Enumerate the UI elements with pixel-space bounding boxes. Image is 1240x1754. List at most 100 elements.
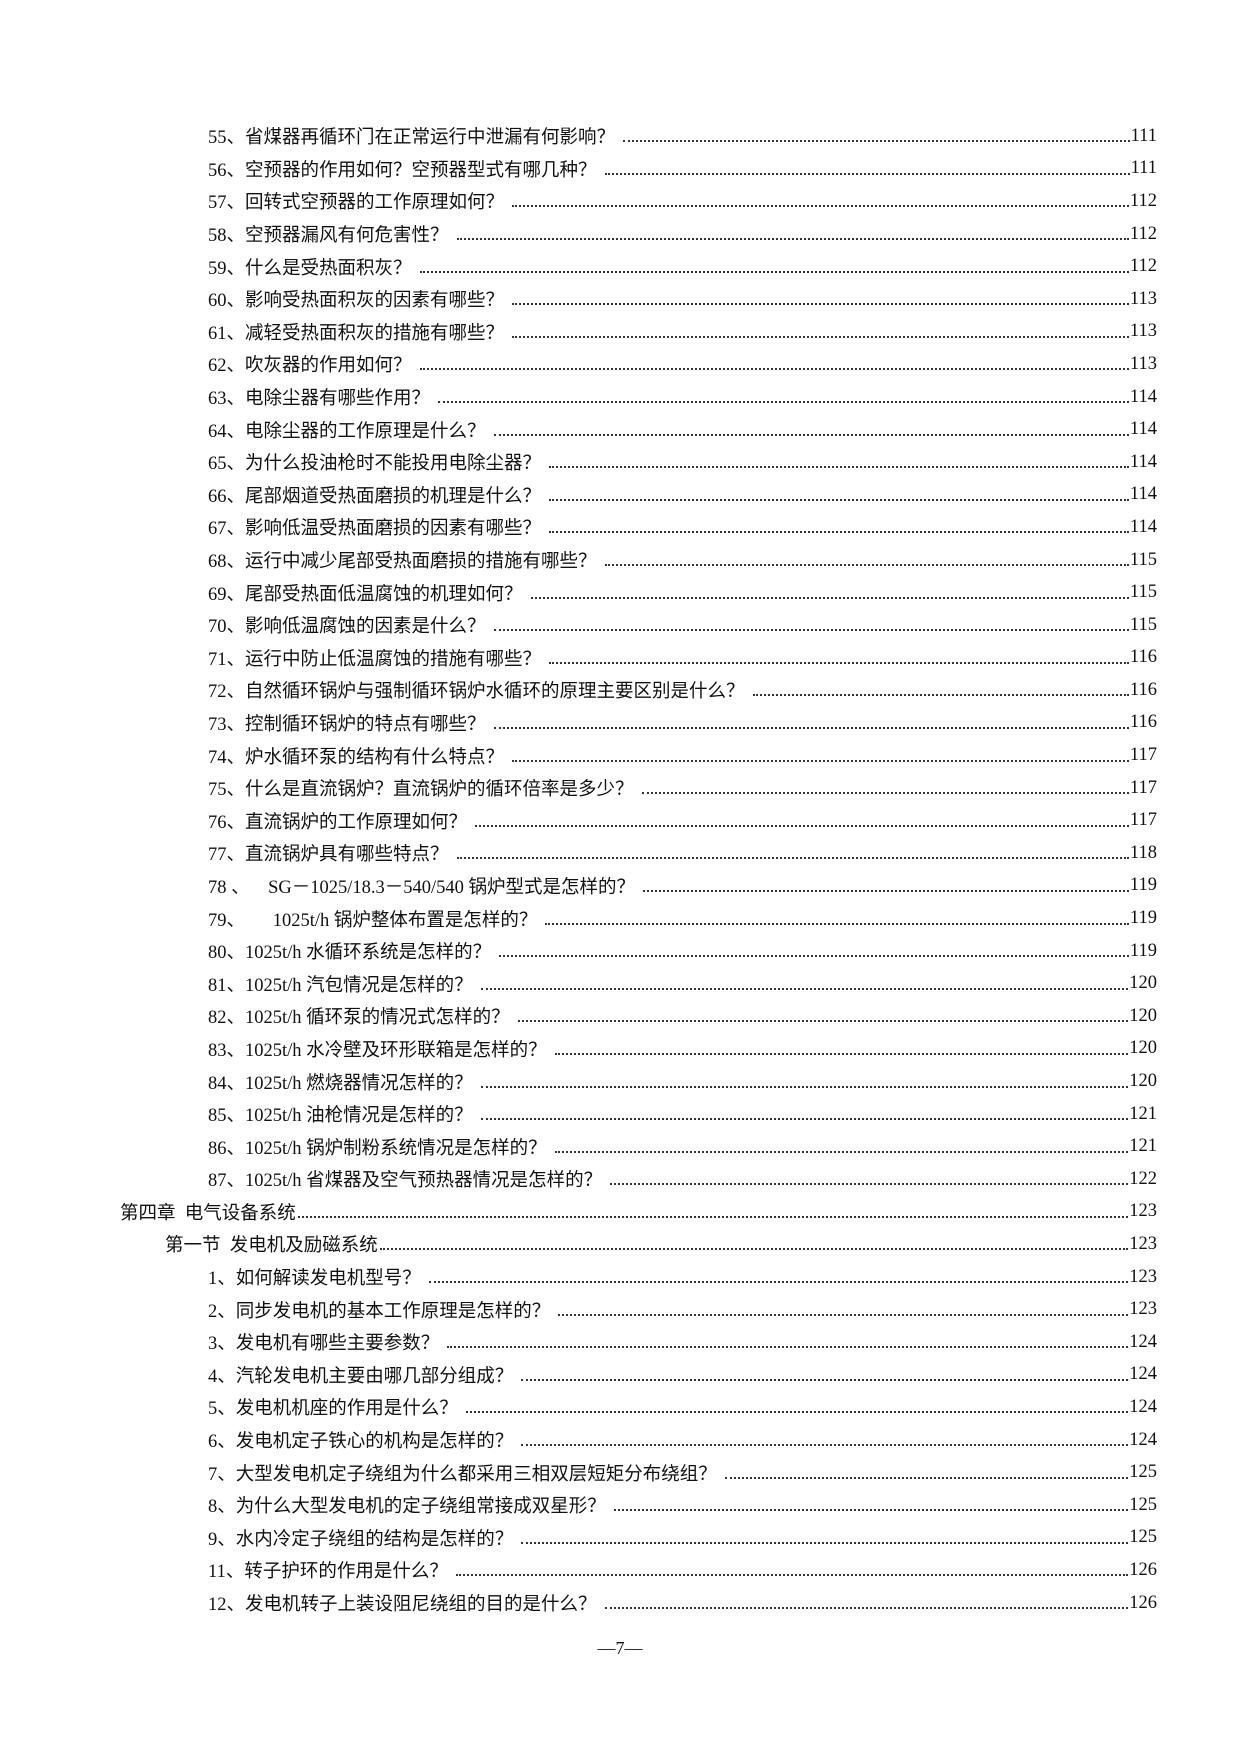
toc-entry-title: 61、减轻受热面积灰的措施有哪些？	[208, 323, 505, 344]
dot-leader	[558, 1313, 1129, 1316]
dot-leader	[512, 303, 1129, 306]
dot-leader	[512, 759, 1129, 762]
toc-entry-title: 82、1025t/h 循环泵的情况式怎样的？	[208, 1008, 510, 1029]
toc-entry-page: 120	[1129, 1038, 1157, 1059]
toc-entry-page: 115	[1129, 549, 1157, 570]
toc-entry[interactable]: 79、 1025t/h 锅炉整体布置是怎样的？ 119	[0, 902, 1240, 935]
toc-entry[interactable]: 7、大型发电机定子绕组为什么都采用三相双层短矩分布绕组？ 125	[0, 1456, 1240, 1489]
toc-entry[interactable]: 66、尾部烟道受热面磨损的机理是什么？ 114	[0, 479, 1240, 512]
toc-entry[interactable]: 65、为什么投油枪时不能投用电除尘器？ 114	[0, 446, 1240, 479]
toc-entry-title: 81、1025t/h 汽包情况是怎样的？	[208, 975, 473, 996]
toc-entry[interactable]: 73、控制循环锅炉的特点有哪些？ 116	[0, 707, 1240, 740]
toc-entry[interactable]: 55、省煤器再循环门在正常运行中泄漏有何影响？ 111	[0, 120, 1240, 153]
toc-entry[interactable]: 75、什么是直流锅炉？直流锅炉的循环倍率是多少？ 117	[0, 772, 1240, 805]
toc-entry-page: 114	[1129, 451, 1157, 472]
dot-leader	[604, 564, 1129, 567]
toc-entry-title: 7、大型发电机定子绕组为什么都采用三相双层短矩分布绕组？	[208, 1464, 717, 1485]
toc-entry[interactable]: 2、同步发电机的基本工作原理是怎样的？ 123	[0, 1293, 1240, 1326]
toc-entry-title: 87、1025t/h 省煤器及空气预热器情况是怎样的？	[208, 1171, 603, 1192]
toc-entry-title: 8、为什么大型发电机的定子绕组常接成双星形？	[208, 1497, 606, 1518]
toc-entry[interactable]: 72、自然循环锅炉与强制循环锅炉水循环的原理主要区别是什么？ 116	[0, 674, 1240, 707]
toc-entry[interactable]: 4、汽轮发电机主要由哪几部分组成？ 124	[0, 1359, 1240, 1392]
toc-entry-page: 126	[1129, 1592, 1157, 1613]
toc-entry-title: 79、 1025t/h 锅炉整体布置是怎样的？	[208, 910, 538, 931]
toc-entry[interactable]: 78 、 SG－1025/18.3－540/540 锅炉型式是怎样的？ 119	[0, 870, 1240, 903]
toc-entry[interactable]: 77、直流锅炉具有哪些特点？ 118	[0, 837, 1240, 870]
toc-entry[interactable]: 6、发电机定子铁心的机构是怎样的？ 124	[0, 1424, 1240, 1457]
toc-entry[interactable]: 70、影响低温腐蚀的因素是什么？ 115	[0, 609, 1240, 642]
toc-entry-title: 76、直流锅炉的工作原理如何？	[208, 812, 468, 833]
dot-leader	[752, 694, 1129, 697]
toc-entry[interactable]: 9、水内冷定子绕组的结构是怎样的？ 125	[0, 1522, 1240, 1555]
toc-entry-page: 113	[1129, 353, 1157, 374]
dot-leader	[428, 1281, 1129, 1284]
toc-entry[interactable]: 1、如何解读发电机型号？ 123	[0, 1261, 1240, 1294]
toc-entry-title: 84、1025t/h 燃烧器情况怎样的？	[208, 1073, 473, 1094]
toc-entry[interactable]: 69、尾部受热面低温腐蚀的机理如何？ 115	[0, 576, 1240, 609]
toc-entry-title: 60、影响受热面积灰的因素有哪些？	[208, 291, 505, 312]
toc-entry-title: 58、空预器漏风有何危害性？	[208, 226, 449, 247]
toc-entry[interactable]: 12、发电机转子上装设阻尼绕组的目的是什么？ 126	[0, 1587, 1240, 1620]
toc-entry[interactable]: 67、影响低温受热面磨损的因素有哪些？ 114	[0, 511, 1240, 544]
dot-leader	[512, 205, 1129, 208]
toc-entry[interactable]: 60、影响受热面积灰的因素有哪些？ 113	[0, 283, 1240, 316]
toc-section[interactable]: 第一节 发电机及励磁系统 123	[0, 1228, 1240, 1261]
toc-entry[interactable]: 57、回转式空预器的工作原理如何？ 112	[0, 185, 1240, 218]
toc-entry[interactable]: 62、吹灰器的作用如何？ 113	[0, 348, 1240, 381]
toc-entry-page: 120	[1129, 973, 1157, 994]
toc-entry-title: 78 、 SG－1025/18.3－540/540 锅炉型式是怎样的？	[208, 877, 636, 898]
toc-entry[interactable]: 84、1025t/h 燃烧器情况怎样的？ 120	[0, 1065, 1240, 1098]
toc-entry-title: 70、影响低温腐蚀的因素是什么？	[208, 617, 486, 638]
toc-entry[interactable]: 8、为什么大型发电机的定子绕组常接成双星形？ 125	[0, 1489, 1240, 1522]
toc-entry-title: 73、控制循环锅炉的特点有哪些？	[208, 714, 486, 735]
dot-leader	[554, 1052, 1129, 1055]
toc-entry[interactable]: 56、空预器的作用如何？空预器型式有哪几种？ 111	[0, 153, 1240, 186]
toc-entry[interactable]: 5、发电机机座的作用是什么？ 124	[0, 1391, 1240, 1424]
toc-entry-page: 111	[1130, 125, 1157, 146]
dot-leader	[549, 466, 1129, 469]
toc-entry-title: 72、自然循环锅炉与强制循环锅炉水循环的原理主要区别是什么？	[208, 682, 745, 703]
toc-entry[interactable]: 58、空预器漏风有何危害性？ 112	[0, 218, 1240, 251]
toc-entry-page: 121	[1129, 1103, 1157, 1124]
toc-entry[interactable]: 61、减轻受热面积灰的措施有哪些？ 113	[0, 316, 1240, 349]
dot-leader	[480, 1085, 1129, 1088]
toc-entry[interactable]: 85、1025t/h 油枪情况是怎样的？ 121	[0, 1098, 1240, 1131]
toc-entry-page: 116	[1129, 712, 1157, 733]
toc-entry[interactable]: 87、1025t/h 省煤器及空气预热器情况是怎样的？ 122	[0, 1163, 1240, 1196]
toc-entry[interactable]: 11、转子护环的作用是什么？ 126	[0, 1554, 1240, 1587]
table-of-contents: 55、省煤器再循环门在正常运行中泄漏有何影响？ 111 56、空预器的作用如何？空预…	[0, 120, 1240, 1619]
toc-entry[interactable]: 76、直流锅炉的工作原理如何？ 117	[0, 804, 1240, 837]
toc-entry[interactable]: 64、电除尘器的工作原理是什么？ 114	[0, 413, 1240, 446]
toc-entry[interactable]: 82、1025t/h 循环泵的情况式怎样的？ 120	[0, 1000, 1240, 1033]
toc-entry[interactable]: 71、运行中防止低温腐蚀的措施有哪些？ 116	[0, 642, 1240, 675]
toc-entry-title: 86、1025t/h 锅炉制粉系统情况是怎样的？	[208, 1138, 547, 1159]
toc-entry-title: 77、直流锅炉具有哪些特点？	[208, 845, 449, 866]
toc-entry-title: 59、什么是受热面积灰？	[208, 258, 412, 279]
toc-entry[interactable]: 74、炉水循环泵的结构有什么特点？ 117	[0, 739, 1240, 772]
toc-entry[interactable]: 81、1025t/h 汽包情况是怎样的？ 120	[0, 967, 1240, 1000]
toc-entry[interactable]: 63、电除尘器有哪些作用？ 114	[0, 381, 1240, 414]
toc-entry[interactable]: 80、1025t/h 水循环系统是怎样的？ 119	[0, 935, 1240, 968]
dot-leader	[545, 922, 1129, 925]
toc-entry-page: 117	[1129, 777, 1157, 798]
dot-leader	[447, 1346, 1129, 1349]
toc-entry[interactable]: 86、1025t/h 锅炉制粉系统情况是怎样的？ 121	[0, 1130, 1240, 1163]
toc-entry[interactable]: 59、什么是受热面积灰？ 112	[0, 250, 1240, 283]
dot-leader	[493, 726, 1129, 729]
toc-entry-page: 114	[1129, 516, 1157, 537]
toc-chapter[interactable]: 第四章 电气设备系统 123	[0, 1196, 1240, 1229]
toc-entry-title: 11、转子护环的作用是什么？	[208, 1562, 448, 1583]
toc-entry[interactable]: 68、运行中减少尾部受热面磨损的措施有哪些？ 115	[0, 544, 1240, 577]
toc-entry[interactable]: 3、发电机有哪些主要参数？ 124	[0, 1326, 1240, 1359]
toc-entry-page: 120	[1129, 1005, 1157, 1026]
toc-entry[interactable]: 83、1025t/h 水冷壁及环形联箱是怎样的？ 120	[0, 1033, 1240, 1066]
toc-entry-title: 67、影响低温受热面磨损的因素有哪些？	[208, 519, 542, 540]
dot-leader	[297, 1215, 1129, 1218]
dot-leader	[456, 238, 1129, 241]
dot-leader	[724, 1476, 1129, 1479]
toc-entry-page: 125	[1129, 1494, 1157, 1515]
toc-entry-title: 69、尾部受热面低温腐蚀的机理如何？	[208, 584, 523, 605]
dot-leader	[419, 270, 1129, 273]
toc-entry-page: 119	[1129, 940, 1157, 961]
dot-leader	[521, 1444, 1129, 1447]
